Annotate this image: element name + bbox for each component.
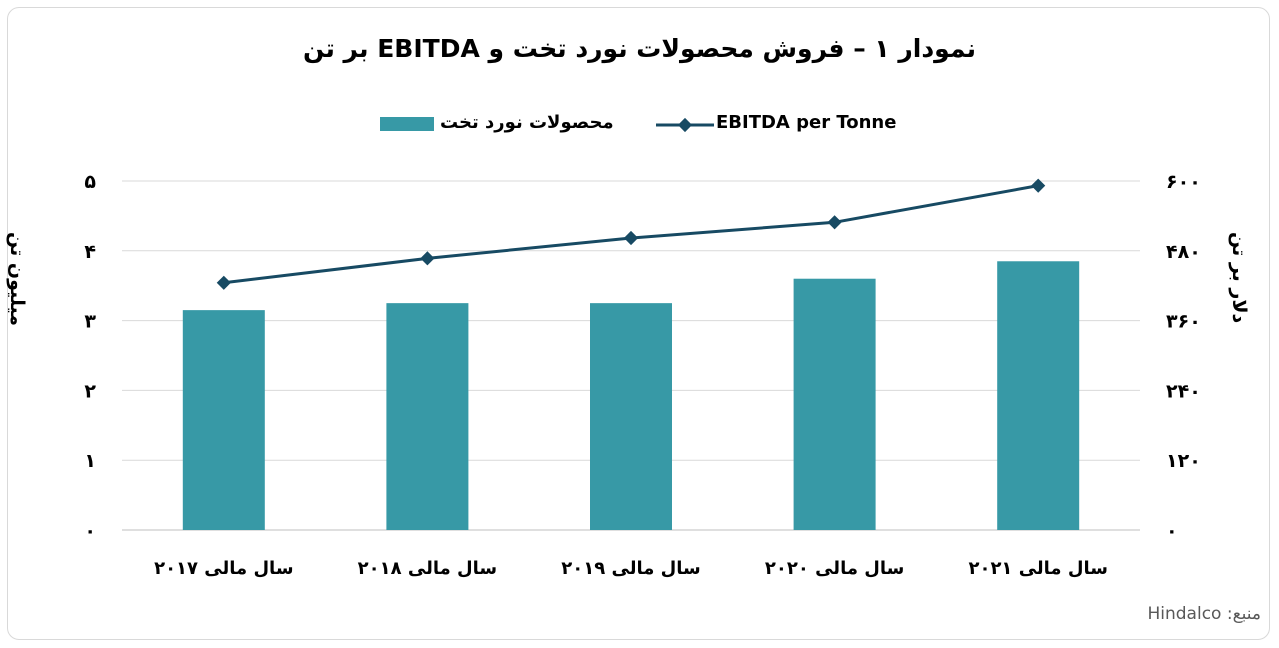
category-label: سال مالی ۲۰۲۱ [968, 558, 1107, 579]
right-tick-label: ۴۸۰ [1166, 241, 1201, 263]
bar [590, 303, 672, 530]
right-tick-label: ۱۲۰ [1166, 450, 1201, 472]
chart-title: نمودار ۱ – فروش محصولات نورد تخت و EBITD… [302, 34, 977, 63]
line-point [1031, 178, 1046, 193]
right-tick-label: ۳۶۰ [1166, 311, 1201, 333]
left-tick-label: ۲ [84, 380, 96, 402]
legend-bar-label: محصولات نورد تخت [440, 112, 614, 133]
left-tick-label: ۰ [84, 520, 96, 542]
bar [386, 303, 469, 530]
line-point [827, 215, 842, 230]
category-label: سال مالی ۲۰۱۷ [154, 558, 293, 579]
right-tick-label: ۰ [1166, 520, 1178, 542]
left-tick-label: ۵ [84, 171, 96, 193]
left-tick-label: ۱ [84, 450, 96, 472]
line-point [216, 275, 231, 290]
line-point [623, 230, 639, 246]
legend-line-label: EBITDA per Tonne [716, 112, 897, 133]
left-tick-label: ۳ [84, 311, 96, 333]
chart-frame [7, 7, 1270, 640]
bar [182, 310, 265, 530]
right-tick-label: ۶۰۰ [1166, 171, 1201, 193]
line-point [420, 251, 435, 266]
category-label: سال مالی ۲۰۱۹ [561, 558, 700, 579]
right-tick-label: ۲۴۰ [1166, 380, 1201, 402]
bar [793, 278, 876, 530]
bar [997, 261, 1080, 530]
legend-bar-swatch [380, 117, 434, 131]
source-note: منبع: Hindalco [1147, 604, 1261, 624]
category-label: سال مالی ۲۰۲۰ [765, 558, 904, 579]
legend-line-swatch [656, 117, 714, 133]
left-tick-label: ۴ [84, 241, 96, 263]
category-label: سال مالی ۲۰۱۸ [358, 558, 497, 579]
